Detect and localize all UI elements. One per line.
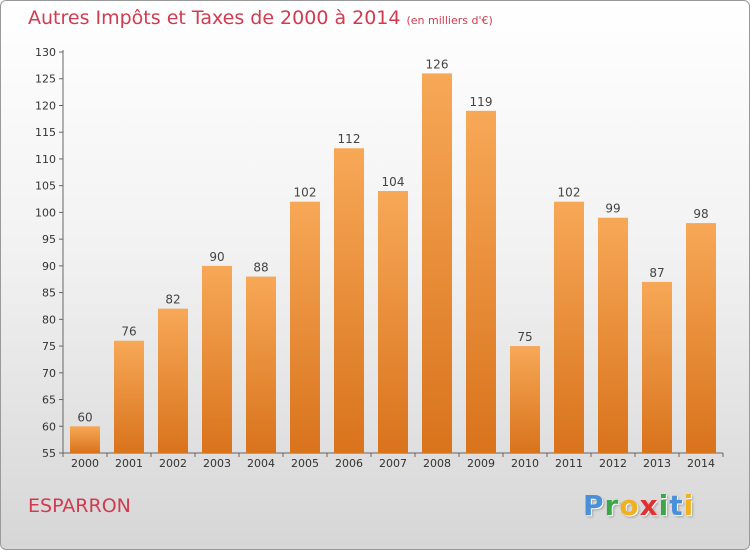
x-tick-label: 2007 (379, 457, 407, 470)
x-tick-label: 2004 (247, 457, 275, 470)
bar-2008 (422, 73, 452, 454)
y-tick-label: 55 (42, 447, 56, 460)
proxiti-logo: Proxiti (583, 489, 694, 522)
value-label: 98 (693, 207, 708, 221)
logo-letter: t (669, 489, 684, 522)
x-tick-label: 2008 (423, 457, 451, 470)
value-label: 104 (382, 175, 405, 189)
value-label: 76 (121, 325, 136, 339)
value-label: 90 (209, 250, 224, 264)
logo-letter: P (583, 489, 605, 522)
bar-2006 (334, 148, 364, 454)
y-tick-label: 70 (42, 367, 56, 380)
value-label: 82 (165, 293, 180, 307)
y-tick-label: 65 (42, 394, 56, 407)
x-tick-label: 2005 (291, 457, 319, 470)
bar-2005 (290, 201, 320, 453)
bar-2014 (686, 223, 716, 453)
logo-letter: i (683, 489, 695, 522)
commune-name: ESPARRON (28, 495, 131, 517)
y-tick-label: 85 (42, 287, 56, 300)
y-tick-label: 60 (42, 420, 56, 433)
x-tick-label: 2014 (687, 457, 715, 470)
value-label: 119 (470, 95, 493, 109)
y-tick-label: 125 (35, 73, 56, 86)
x-tick-label: 2003 (203, 457, 231, 470)
x-tick-label: 2002 (159, 457, 187, 470)
bar-2004 (246, 276, 276, 453)
y-tick-label: 130 (35, 46, 56, 59)
x-tick-label: 2012 (599, 457, 627, 470)
value-label: 75 (517, 330, 532, 344)
x-tick-label: 2001 (115, 457, 143, 470)
bars (70, 73, 716, 454)
bar-2010 (510, 346, 540, 453)
bar-2001 (114, 340, 144, 453)
value-label: 126 (426, 57, 449, 71)
labels: 55 60 65 70 75 80 85 90 95 100 105 110 115 120 125 130 2… (35, 46, 715, 470)
chart-title: Autres Impôts et Taxes de 2000 à 2014 (en… (28, 7, 493, 29)
x-tick-label: 2006 (335, 457, 363, 470)
bar-2009 (466, 110, 496, 454)
y-tick-label: 95 (42, 233, 56, 246)
value-label: 87 (649, 266, 664, 280)
logo-letter: x (639, 489, 659, 522)
bar-2003 (202, 265, 232, 453)
y-tick-label: 90 (42, 260, 56, 273)
y-tick-label: 100 (35, 206, 56, 219)
bar-2007 (378, 191, 408, 453)
value-label: 60 (77, 410, 92, 424)
bar-2012 (598, 217, 628, 453)
y-tick-label: 75 (42, 340, 56, 353)
bar-2011 (554, 201, 584, 453)
logo-letter: r (604, 489, 620, 522)
value-label: 88 (253, 261, 268, 275)
y-tick-label: 80 (42, 313, 56, 326)
y-tick-label: 105 (35, 180, 56, 193)
x-tick-label: 2009 (467, 457, 495, 470)
value-label: 112 (338, 132, 361, 146)
bar-2000 (70, 426, 100, 453)
bar-2013 (642, 281, 672, 453)
value-label: 102 (558, 186, 581, 200)
x-tick-label: 2010 (511, 457, 539, 470)
unit-text: (en milliers d'€) (406, 14, 493, 27)
y-tick-label: 120 (35, 99, 56, 112)
y-tick-label: 110 (35, 153, 56, 166)
title-text: Autres Impôts et Taxes de 2000 à 2014 (28, 7, 401, 29)
logo-letter: i (658, 489, 670, 522)
y-tick-label: 115 (35, 126, 56, 139)
bar-2002 (158, 308, 188, 453)
value-label: 99 (605, 202, 620, 216)
logo-letter: o (619, 489, 640, 522)
x-tick-label: 2000 (71, 457, 99, 470)
x-tick-label: 2011 (555, 457, 583, 470)
value-label: 102 (294, 186, 317, 200)
x-tick-label: 2013 (643, 457, 671, 470)
